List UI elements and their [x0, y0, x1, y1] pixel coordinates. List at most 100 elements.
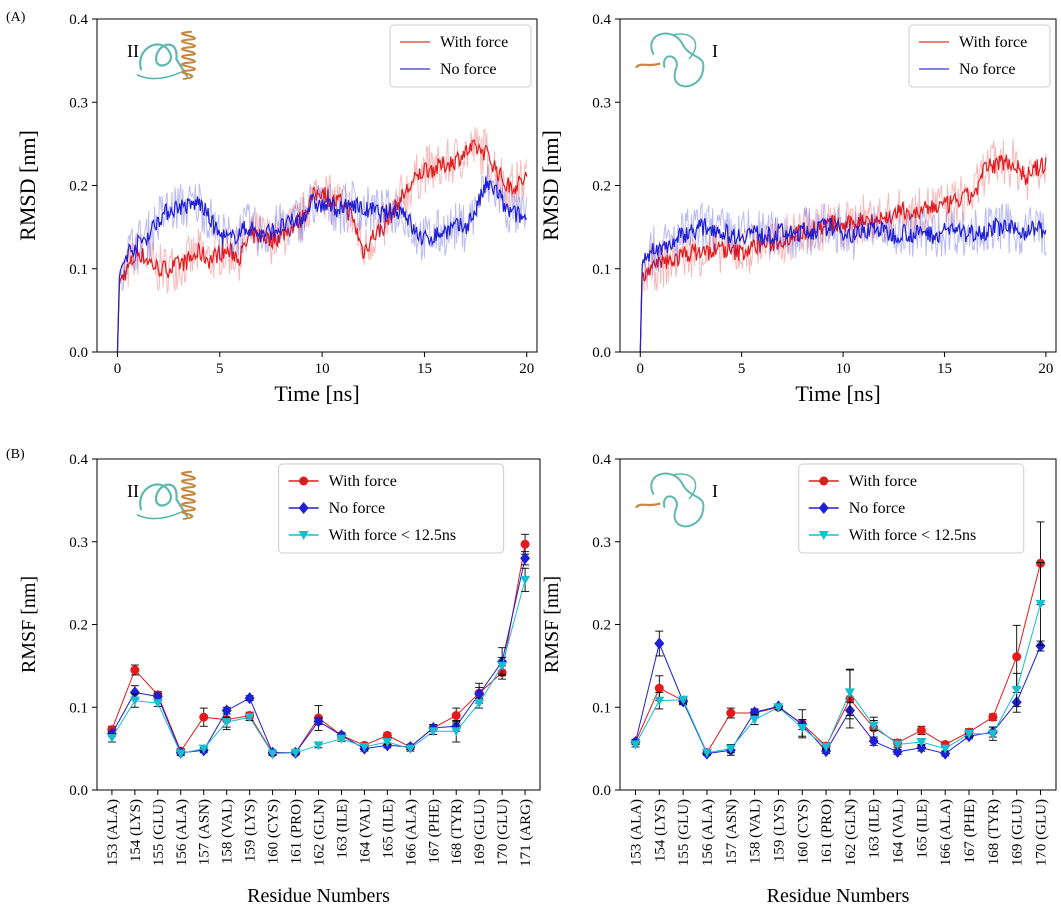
structure-label: II — [127, 481, 139, 501]
data-point — [520, 552, 531, 565]
data-point — [987, 729, 998, 739]
y-tick-label: 0.0 — [69, 783, 88, 799]
protein-loop-strand — [673, 473, 697, 500]
data-point — [244, 692, 255, 705]
data-point — [1035, 640, 1046, 653]
data-point — [382, 730, 392, 740]
y-tick-label: 0.1 — [592, 700, 611, 716]
x-tick-label: 166 (ALA) — [403, 799, 419, 866]
data-point — [359, 742, 370, 752]
x-tick-label: 169 (GLU) — [472, 799, 488, 866]
protein-loop-strand — [136, 511, 182, 520]
protein-structure-icon — [136, 30, 196, 80]
data-point — [290, 748, 301, 758]
legend-label: With force < 12.5ns — [849, 527, 976, 544]
y-tick-label: 0.3 — [592, 95, 611, 111]
series-line-0 — [635, 563, 1041, 754]
data-point — [244, 713, 255, 723]
data-point — [130, 665, 140, 675]
data-point — [892, 745, 903, 758]
data-point — [1011, 685, 1022, 695]
data-point — [701, 748, 712, 758]
y-tick-label: 0.1 — [69, 262, 88, 278]
data-point — [725, 744, 736, 754]
protein-structure-icon — [635, 472, 705, 528]
x-tick-label: 168 (TYR) — [449, 799, 465, 865]
y-tick-label: 0.0 — [69, 345, 88, 361]
y-tick-label: 0.0 — [592, 783, 611, 799]
legend-marker — [298, 531, 309, 540]
series-line-0 — [116, 139, 528, 353]
data-point — [520, 575, 531, 585]
x-tick-label: 153 (ALA) — [105, 799, 121, 866]
y-axis-title: RMSD [nm] — [15, 130, 40, 241]
series-line-0 — [639, 154, 1047, 353]
panel-label-b: (B) — [6, 447, 25, 462]
series-line-1 — [639, 216, 1047, 353]
y-tick-label: 0.4 — [69, 12, 88, 28]
x-tick-label: 15 — [937, 361, 952, 377]
protein-loop-ribbon — [650, 32, 705, 88]
chart-rmsd-II: 0.0 0.1 0.2 0.3 0.4 0 5 10 15 20 Time [ns] RMSD [nm… — [15, 12, 538, 406]
data-point — [405, 744, 416, 754]
y-axis-title: RMSD [nm] — [538, 130, 563, 241]
y-tick-label: 0.0 — [592, 345, 611, 361]
data-point — [726, 708, 736, 718]
x-tick-label: 159 (LYS) — [771, 799, 787, 862]
x-tick-label: 170 (GLU) — [495, 799, 511, 866]
protein-loop-ribbon — [139, 43, 189, 78]
y-tick-label: 0.3 — [592, 535, 611, 551]
legend-box — [798, 463, 1025, 554]
data-point — [267, 749, 278, 759]
x-tick-label: 5 — [738, 361, 746, 377]
legend-label: No force — [440, 61, 496, 78]
data-point — [749, 715, 760, 725]
legend-label: With force < 12.5ns — [329, 527, 456, 544]
legend-marker — [298, 502, 309, 514]
data-point — [129, 686, 140, 699]
x-tick-label: 158 (VAL) — [748, 799, 764, 864]
data-point — [520, 539, 530, 549]
data-point — [773, 703, 784, 713]
x-tick-label: 160 (CYS) — [266, 799, 282, 864]
data-point — [382, 738, 393, 748]
x-tick-label: 162 (GLN) — [843, 799, 859, 866]
series-line-1 — [116, 176, 528, 353]
legend-marker — [819, 476, 829, 486]
x-tick-label: 10 — [836, 361, 851, 377]
y-tick-label: 0.2 — [69, 179, 88, 195]
data-point — [654, 637, 665, 650]
data-point — [964, 729, 975, 739]
legend-label: No force — [329, 500, 385, 517]
x-tick-label: 164 (VAL) — [891, 799, 907, 864]
chart-rmsf-I: 0.0 0.1 0.2 0.3 0.4 153 (ALA) 154 (LYS) 155 (GL… — [541, 452, 1057, 907]
x-tick-label: 169 (GLU) — [1010, 799, 1026, 866]
x-tick-label: 153 (ALA) — [628, 799, 644, 866]
data-point — [474, 688, 485, 701]
plot-frame — [96, 458, 541, 791]
protein-structure-icon — [635, 32, 705, 88]
y-tick-label: 0.2 — [592, 179, 611, 195]
data-point — [1012, 652, 1022, 662]
data-point — [868, 735, 879, 748]
data-point — [221, 704, 232, 717]
protein-loop-ribbon — [139, 483, 189, 518]
data-point — [654, 696, 665, 706]
x-tick-label: 171 (ARG) — [518, 799, 534, 867]
y-tick-label: 0.4 — [592, 452, 611, 468]
x-tick-label: 154 (LYS) — [128, 799, 144, 862]
data-point — [916, 725, 926, 735]
x-tick-label: 167 (PHE) — [426, 799, 442, 864]
legend-label: With force — [959, 34, 1027, 51]
protein-tail-ribbon — [635, 502, 661, 509]
data-point — [474, 699, 485, 709]
y-tick-label: 0.3 — [69, 535, 88, 551]
x-axis-title: Time [ns] — [795, 381, 880, 406]
data-point — [749, 706, 760, 719]
protein-loop-strand — [136, 71, 182, 80]
x-tick-label: 20 — [1038, 361, 1053, 377]
legend-marker — [818, 531, 829, 540]
data-point — [497, 661, 508, 671]
data-point — [916, 741, 927, 754]
x-tick-label: 167 (PHE) — [962, 799, 978, 864]
